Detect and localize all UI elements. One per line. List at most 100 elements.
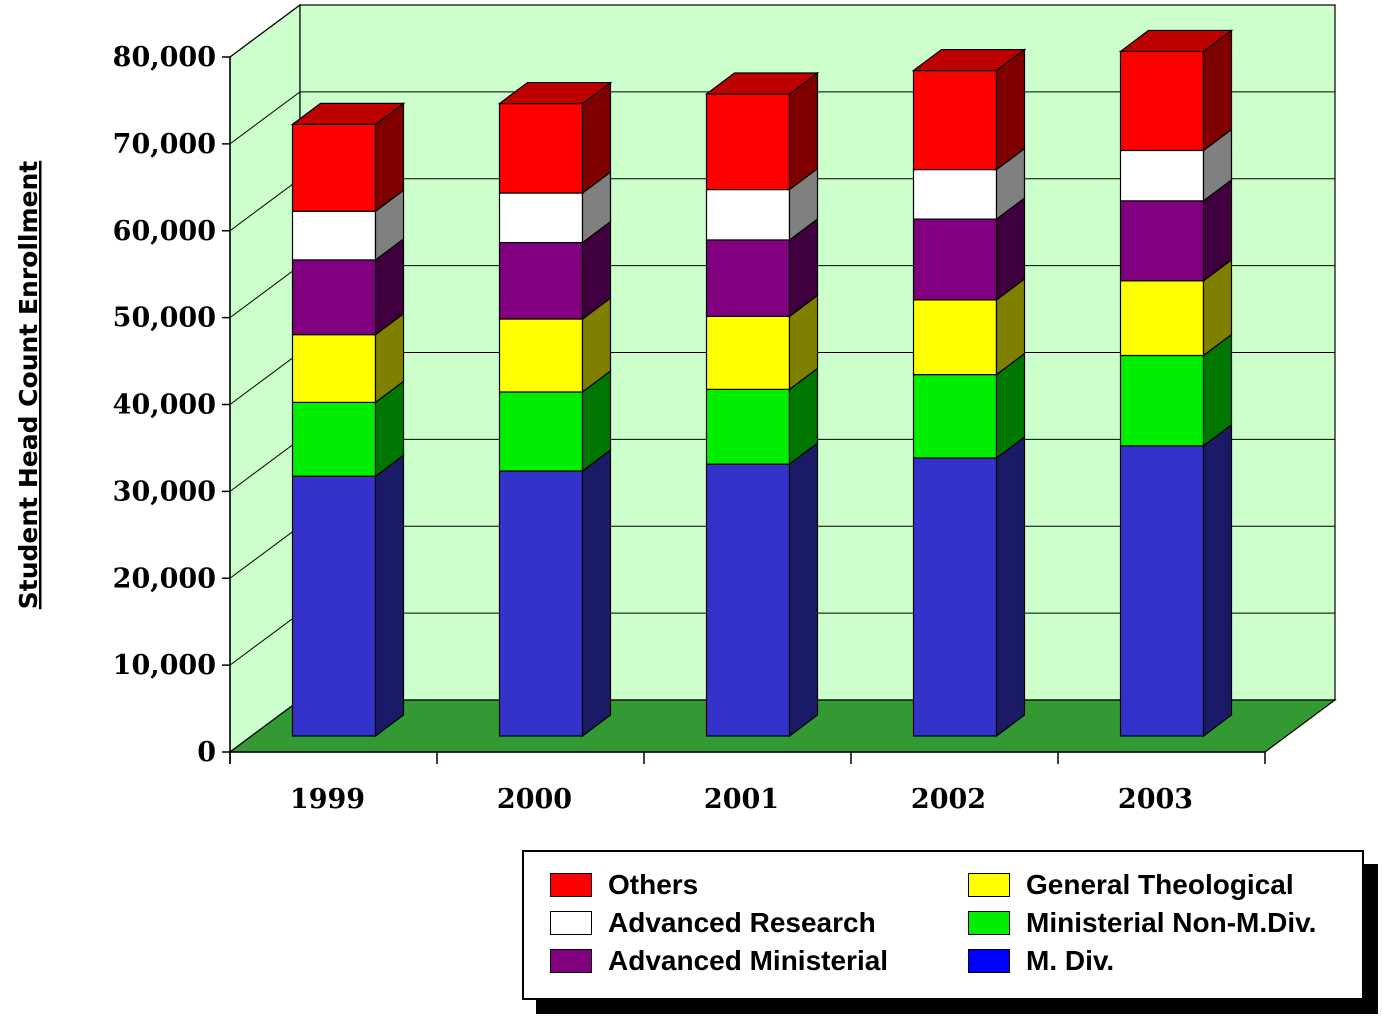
- bar-2003-m-div-: [1119, 423, 1233, 738]
- bar-2001-m-div-: [705, 441, 819, 738]
- bar-front: [291, 210, 377, 261]
- y-tick-label: 70,000: [113, 129, 216, 160]
- legend-label: Ministerial Non-M.Div.: [1026, 907, 1317, 938]
- bar-2000-ministerial-non-m-div-: [498, 369, 612, 473]
- legend: Others General Theological Advanced Resear…: [522, 850, 1364, 1000]
- bar-2002-others: [912, 48, 1026, 171]
- x-tick-label: 2001: [704, 784, 779, 815]
- y-tick-label: 0: [197, 737, 216, 768]
- x-tick-label: 2003: [1118, 784, 1193, 815]
- bar-2001-ministerial-non-m-div-: [705, 367, 819, 466]
- bar-side: [788, 441, 819, 738]
- bar-front: [291, 334, 377, 404]
- bar-front: [912, 69, 998, 171]
- legend-item: Advanced Research: [550, 907, 876, 938]
- x-tick-label: 1999: [290, 784, 365, 815]
- legend-label: Advanced Research: [608, 907, 876, 938]
- x-tick-labels: 1999 2000 2001 2002 2003: [290, 784, 1193, 815]
- bar-front: [1119, 354, 1205, 447]
- legend-item: General Theological: [968, 869, 1294, 900]
- bar-front: [705, 93, 791, 191]
- bar-front: [1119, 50, 1205, 152]
- legend-swatch: [550, 873, 592, 897]
- bar-top-2003: [1118, 29, 1234, 53]
- legend-item: M. Div.: [968, 945, 1115, 976]
- bar-top-2001: [704, 72, 820, 95]
- bar-2003-advanced-ministerial: [1119, 178, 1233, 282]
- legend-label: General Theological: [1026, 869, 1294, 900]
- bar-front: [1119, 280, 1205, 357]
- bars: [290, 29, 1234, 738]
- bar-front: [705, 463, 791, 737]
- bar-2000-others: [498, 81, 612, 195]
- bar-side: [581, 448, 612, 738]
- bar-top-2000: [497, 81, 613, 105]
- bar-front: [291, 475, 377, 737]
- bar-front: [912, 374, 998, 459]
- bar-front: [1119, 149, 1205, 202]
- x-tick-label: 2002: [911, 784, 986, 815]
- bar-2001-advanced-ministerial: [705, 217, 819, 318]
- bar-front: [498, 102, 584, 194]
- bar-2003-general-theological: [1119, 258, 1233, 357]
- bar-2002-advanced-ministerial: [912, 196, 1026, 302]
- bar-1999-advanced-research: [291, 189, 405, 262]
- bar-front: [705, 388, 791, 465]
- bar-front: [498, 241, 584, 320]
- bar-1999-m-div-: [291, 454, 405, 738]
- bar-front: [498, 391, 584, 472]
- y-tick-label: 30,000: [113, 476, 216, 507]
- bar-2002-ministerial-non-m-div-: [912, 352, 1026, 460]
- legend-swatch: [968, 911, 1010, 935]
- legend-item: Others: [550, 869, 699, 900]
- y-tick-label: 60,000: [113, 216, 216, 247]
- bar-front: [912, 168, 998, 220]
- bar-front: [912, 218, 998, 301]
- bar-front: [912, 457, 998, 737]
- y-tick-label: 20,000: [113, 563, 216, 594]
- bar-front: [498, 192, 584, 244]
- legend-swatch: [550, 911, 592, 935]
- y-tick-label: 50,000: [113, 303, 216, 334]
- legend-label: Others: [608, 869, 699, 900]
- bar-1999-ministerial-non-m-div-: [291, 380, 405, 478]
- y-axis-label: Student Head Count Enrollment: [14, 161, 43, 609]
- legend-swatch: [968, 949, 1010, 973]
- bar-front: [498, 318, 584, 393]
- bar-2001-general-theological: [705, 294, 819, 391]
- legend-label: M. Div.: [1026, 945, 1115, 976]
- bar-2002-advanced-research: [912, 147, 1026, 221]
- bar-2003-others: [1119, 29, 1233, 152]
- bar-front: [291, 123, 377, 212]
- bar-front: [1119, 445, 1205, 737]
- bar-front: [705, 315, 791, 390]
- bar-top-2002: [911, 48, 1027, 72]
- bar-2002-general-theological: [912, 277, 1026, 376]
- y-tick-label: 80,000: [113, 42, 216, 73]
- bar-front: [912, 299, 998, 376]
- bar-2002-m-div-: [912, 435, 1026, 738]
- bar-2000-advanced-research: [498, 170, 612, 244]
- legend-swatch: [550, 949, 592, 973]
- bar-1999-others: [291, 102, 405, 213]
- axes: [222, 56, 1266, 764]
- x-tick-label: 2000: [497, 784, 572, 815]
- bar-front: [291, 259, 377, 336]
- bar-front: [291, 401, 377, 477]
- y-tick-labels: 0 10,000 20,000 30,000 40,000 50,000 60,000 70,…: [113, 42, 216, 768]
- bar-side: [374, 454, 405, 738]
- bar-2003-advanced-research: [1119, 128, 1233, 203]
- bar-2000-advanced-ministerial: [498, 220, 612, 321]
- bar-2001-advanced-research: [705, 167, 819, 242]
- bar-2001-others: [705, 71, 819, 191]
- legend-swatch: [968, 873, 1010, 897]
- bar-front: [498, 470, 584, 737]
- legend-item: Ministerial Non-M.Div.: [968, 907, 1317, 938]
- bar-side: [995, 435, 1026, 738]
- legend-label: Advanced Ministerial: [608, 945, 889, 976]
- bar-front: [1119, 200, 1205, 282]
- y-tick-label: 10,000: [113, 650, 216, 681]
- bar-side: [1202, 423, 1233, 738]
- bar-top-1999: [290, 102, 406, 126]
